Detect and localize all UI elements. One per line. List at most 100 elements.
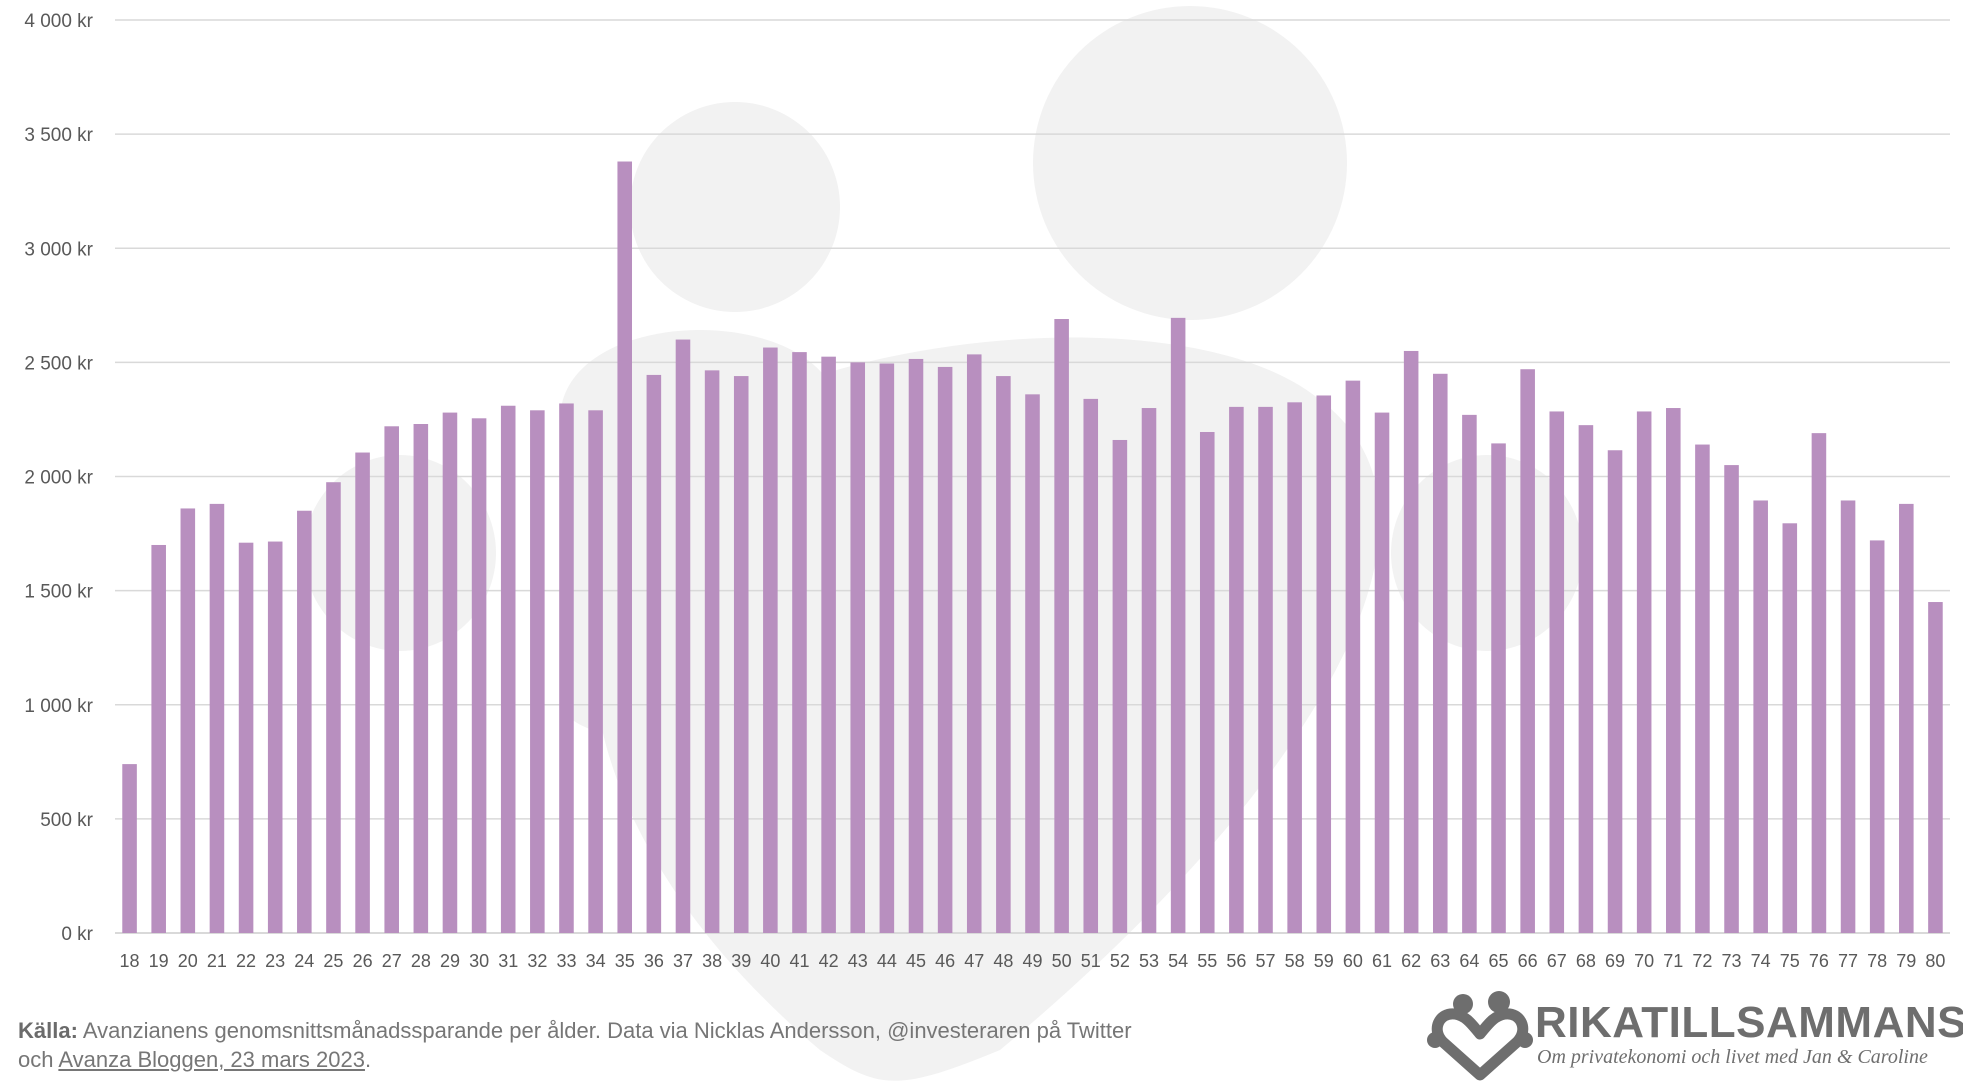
bar-age-75 [1782,523,1798,933]
source-line2-suffix: . [364,1047,372,1072]
bar-age-39 [733,376,749,933]
x-tick-label: 32 [527,951,547,971]
x-tick-label: 64 [1459,951,1479,971]
bar-age-68 [1578,425,1594,933]
bar-age-19 [151,544,166,933]
family-heart-icon [1427,991,1533,1081]
bar-age-32 [530,410,545,933]
bar-age-76 [1811,433,1827,933]
x-tick-label: 46 [935,951,955,971]
bar-age-78 [1869,540,1885,933]
bar-age-65 [1491,443,1506,933]
bar-age-66 [1520,369,1535,933]
x-tick-label: 70 [1634,951,1654,971]
x-tick-label: 80 [1925,951,1945,971]
x-tick-label: 37 [673,951,693,971]
x-tick-label: 26 [353,951,373,971]
x-tick-label: 31 [498,951,518,971]
bar-age-54 [1170,317,1186,934]
bar-age-37 [675,339,691,933]
x-tick-label: 78 [1867,951,1887,971]
bar-age-57 [1258,406,1273,933]
bar-age-25 [326,482,341,933]
x-tick-label: 74 [1751,951,1771,971]
bar-age-24 [297,510,312,933]
x-tick-label: 72 [1692,951,1712,971]
bar-age-79 [1899,503,1914,933]
x-tick-label: 57 [1256,951,1276,971]
x-tick-label: 53 [1139,951,1159,971]
x-tick-label: 40 [760,951,780,971]
x-tick-label: 43 [848,951,868,971]
bar-age-63 [1432,373,1448,934]
bar-age-20 [180,508,196,933]
x-tick-label: 75 [1780,951,1800,971]
x-tick-label: 61 [1372,951,1392,971]
bar-age-33 [559,403,574,934]
bar-age-38 [704,370,720,933]
bar-age-40 [763,347,778,933]
bar-age-23 [267,541,283,933]
x-tick-label: 73 [1722,951,1742,971]
bar-age-77 [1840,500,1856,933]
x-tick-label: 35 [615,951,635,971]
x-tick-label: 38 [702,951,722,971]
bar-age-46 [937,366,953,933]
logo: RIKATILLSAMMANS Om privatekonomi och liv… [1425,990,1963,1085]
y-tick-label: 4 000 kr [24,11,93,32]
bar-age-72 [1695,444,1710,933]
bar-age-74 [1753,500,1768,933]
x-tick-label: 33 [556,951,576,971]
bar-age-51 [1083,398,1099,933]
bar-age-21 [209,503,225,933]
x-tick-label: 54 [1168,951,1188,971]
x-tick-label: 79 [1896,951,1916,971]
x-tick-label: 50 [1052,951,1072,971]
bar-age-48 [996,376,1011,933]
x-tick-label: 39 [731,951,751,971]
bar-age-27 [384,426,399,933]
x-tick-label: 60 [1343,951,1363,971]
y-tick-label: 500 kr [40,810,93,831]
source-line2-prefix: och [18,1047,59,1072]
bar-age-36 [646,374,662,934]
bar-age-41 [792,352,807,933]
y-axis-ticks: 0 kr 500 kr 1 000 kr 1 500 kr 2 000 kr 2 500 … [24,11,93,945]
source-line-1: Källa: Avanzianens genomsnittsmånadsspar… [18,1016,1132,1045]
bar-age-29 [442,412,458,934]
x-tick-label: 18 [120,951,140,971]
bar-age-73 [1724,465,1739,933]
bar-age-43 [850,362,866,933]
y-tick-label: 2 500 kr [24,353,93,374]
x-tick-label: 71 [1663,951,1683,971]
x-tick-label: 19 [149,951,169,971]
source-note: Källa: Avanzianens genomsnittsmånadsspar… [18,1016,1132,1074]
x-tick-label: 56 [1226,951,1246,971]
x-tick-label: 27 [382,951,402,971]
bar-age-34 [588,410,603,933]
y-tick-label: 1 500 kr [24,582,93,603]
bar-age-35 [617,161,633,933]
bar-age-22 [238,542,254,933]
x-tick-label: 44 [877,951,897,971]
x-tick-label: 49 [1022,951,1042,971]
x-tick-label: 24 [294,951,314,971]
y-tick-label: 0 kr [61,924,93,945]
x-tick-label: 76 [1809,951,1829,971]
bar-age-26 [355,452,370,933]
bar-age-53 [1141,408,1157,933]
source-link[interactable]: Avanza Bloggen, 23 mars 2023 [58,1047,365,1072]
source-line-2: och Avanza Bloggen, 23 mars 2023. [18,1045,1132,1074]
logo-title: RIKATILLSAMMANS [1535,998,1963,1047]
x-tick-label: 20 [178,951,198,971]
x-tick-label: 22 [236,951,256,971]
bar-age-28 [413,424,429,933]
bar-age-62 [1403,350,1419,933]
x-tick-label: 29 [440,951,460,971]
y-tick-label: 3 500 kr [24,125,93,146]
bar-age-30 [471,418,487,933]
x-tick-label: 47 [964,951,984,971]
x-tick-label: 41 [789,951,809,971]
bar-age-71 [1666,408,1681,933]
logo-tagline: Om privatekonomi och livet med Jan & Car… [1537,1046,1928,1068]
